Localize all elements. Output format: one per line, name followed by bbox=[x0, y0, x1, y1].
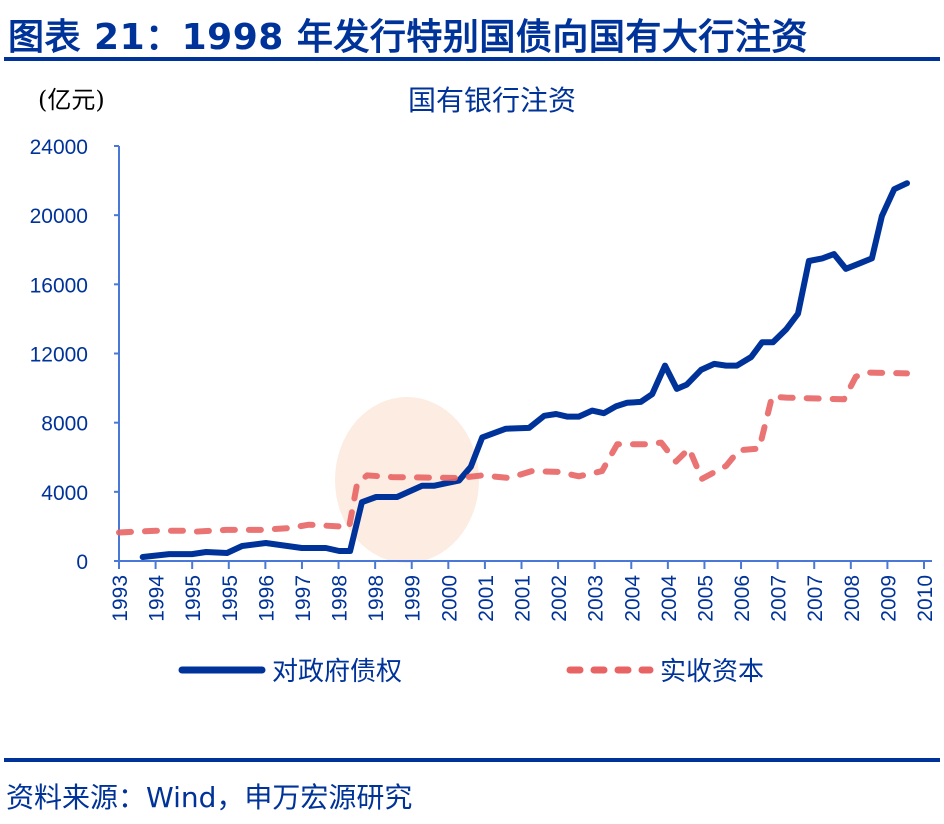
series-line-capital bbox=[116, 369, 910, 536]
x-tick-label: 1999 bbox=[402, 575, 425, 622]
highlight-ellipse bbox=[335, 397, 479, 563]
x-tick-label: 2003 bbox=[585, 575, 608, 622]
y-tick-label: 24000 bbox=[30, 136, 88, 159]
x-tick-label: 1997 bbox=[292, 575, 315, 622]
x-tick-label: 2009 bbox=[877, 575, 900, 622]
legend-label-capital: 实收资本 bbox=[660, 657, 764, 687]
figure-title: 图表 21：1998 年发行特别国债向国有大行注资 bbox=[8, 17, 808, 58]
x-tick-label: 1994 bbox=[146, 575, 169, 622]
x-tick-label: 2007 bbox=[768, 575, 791, 622]
y-tick-label: 0 bbox=[76, 551, 88, 574]
x-tick-label: 2006 bbox=[731, 575, 754, 622]
legend: 对政府债权 实收资本 bbox=[178, 657, 764, 687]
x-tick-label: 1993 bbox=[109, 575, 132, 622]
x-tick-label: 2000 bbox=[438, 575, 461, 622]
source-note: 资料来源：Wind，申万宏源研究 bbox=[6, 781, 413, 814]
x-tick-label: 1996 bbox=[255, 575, 278, 622]
y-axis-unit-label: (亿元) bbox=[38, 86, 105, 114]
x-tick-label: 2008 bbox=[841, 575, 864, 622]
y-tick-label: 12000 bbox=[30, 344, 88, 367]
y-tick-label: 8000 bbox=[41, 413, 88, 436]
x-tick-label: 2001 bbox=[512, 575, 535, 622]
x-tick-label: 1995 bbox=[219, 575, 242, 622]
legend-label-debt: 对政府债权 bbox=[272, 657, 402, 687]
x-tick-label: 1998 bbox=[365, 575, 388, 622]
x-tick-label: 2007 bbox=[804, 575, 827, 622]
chart-title: 国有银行注资 bbox=[408, 84, 576, 117]
x-tick-label: 1998 bbox=[329, 575, 352, 622]
y-tick-label: 20000 bbox=[30, 205, 88, 228]
x-tick-label: 2010 bbox=[914, 575, 937, 622]
series-line-debt bbox=[139, 180, 910, 560]
x-tick-label: 2004 bbox=[621, 575, 644, 622]
x-tick-label: 2002 bbox=[548, 575, 571, 622]
x-tick-label: 2004 bbox=[658, 575, 681, 622]
bottom-divider bbox=[4, 758, 940, 762]
y-tick-label: 4000 bbox=[41, 482, 88, 505]
top-divider bbox=[4, 57, 940, 61]
x-tick-label: 2005 bbox=[694, 575, 717, 622]
x-tick-label: 2001 bbox=[475, 575, 498, 622]
y-tick-label: 16000 bbox=[30, 274, 88, 297]
x-tick-label: 1995 bbox=[182, 575, 205, 622]
